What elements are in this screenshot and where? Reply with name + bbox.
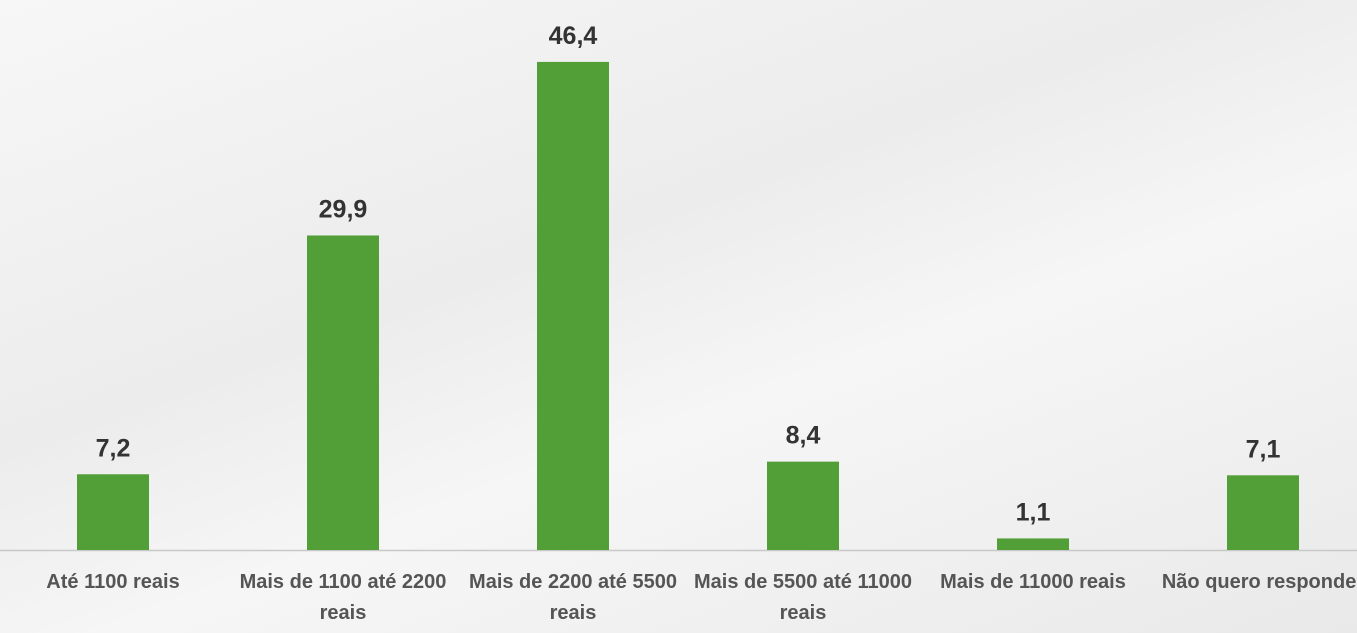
x-tick-label: Até 1100 reais: [46, 571, 180, 593]
bar: [1227, 475, 1299, 550]
value-label: 29,9: [319, 195, 368, 223]
x-tick-label: Mais de 2200 até 5500 reais: [469, 571, 677, 624]
x-tick-label: Não quero responder: [1161, 571, 1357, 593]
x-tick-label: Mais de 11000 reais: [940, 571, 1126, 593]
bar: [307, 235, 379, 550]
value-label: 7,2: [96, 434, 131, 462]
bar: [767, 461, 839, 550]
value-label: 8,4: [786, 422, 821, 450]
bar: [77, 474, 149, 550]
bar: [537, 61, 609, 551]
value-label: 46,4: [549, 22, 598, 50]
x-tick-label: Mais de 1100 até 2200 reais: [239, 571, 447, 624]
value-label: 7,1: [1246, 435, 1281, 463]
bar: [997, 538, 1069, 550]
value-label: 1,1: [1016, 498, 1051, 526]
x-tick-label: Mais de 5500 até 11000 reais: [694, 571, 912, 624]
